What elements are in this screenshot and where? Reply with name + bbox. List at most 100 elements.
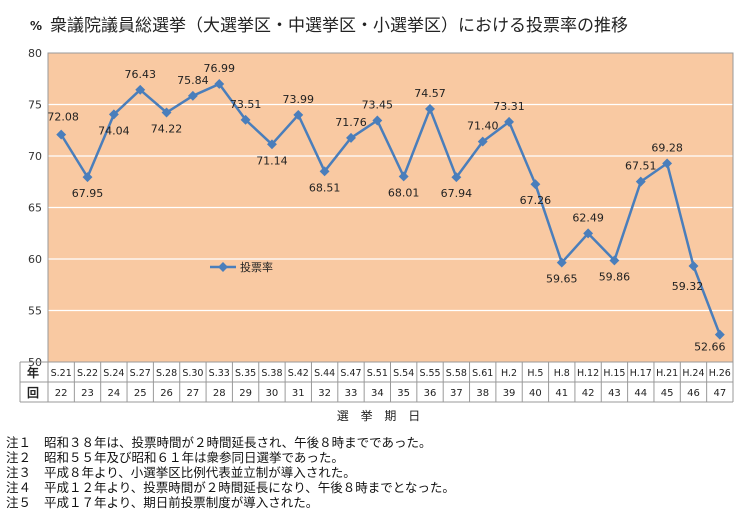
x-tick-label: S.22 <box>77 368 98 379</box>
voter-turnout-chart: % 衆議院議員総選挙（大選挙区・中選挙区・小選挙区）における投票率の推移 505… <box>19 16 734 423</box>
round-row-label: 回 <box>27 386 39 400</box>
data-label: 59.32 <box>672 280 704 293</box>
data-point <box>346 132 356 143</box>
x-tick-label: H.2 <box>501 368 517 379</box>
data-label: 71.76 <box>335 116 367 129</box>
round-label: 42 <box>582 388 595 399</box>
data-point <box>398 171 409 182</box>
x-tick-label: S.47 <box>340 368 361 379</box>
data-label: 71.14 <box>256 154 288 167</box>
round-label: 26 <box>160 388 173 399</box>
y-tick-label: 60 <box>28 253 42 266</box>
data-label: 71.40 <box>467 120 499 133</box>
chart-title: 衆議院議員総選挙（大選挙区・中選挙区・小選挙区）における投票率の推移 <box>50 16 628 36</box>
data-label: 69.28 <box>651 141 683 154</box>
data-point <box>267 139 277 150</box>
y-tick-label: 55 <box>28 305 42 318</box>
round-label: 46 <box>687 388 700 399</box>
y-tick-label: 65 <box>28 202 42 215</box>
round-label: 25 <box>134 388 147 399</box>
data-label: 73.45 <box>362 98 394 111</box>
round-label: 33 <box>345 388 358 399</box>
round-label: 36 <box>424 388 437 399</box>
data-label: 75.84 <box>177 74 209 87</box>
round-label: 30 <box>266 388 279 399</box>
x-tick-label: H.21 <box>656 368 678 379</box>
note-1: 注１ 昭和３８年は、投票時間が２時間延長され、午後８時までであった。 <box>6 435 432 450</box>
x-tick-label: S.54 <box>393 368 414 379</box>
round-label: 35 <box>397 388 410 399</box>
x-tick-label: S.38 <box>261 368 282 379</box>
round-label: 29 <box>239 388 252 399</box>
data-label: 67.94 <box>441 187 473 200</box>
x-tick-label: S.55 <box>419 368 440 379</box>
x-tick-label: H.8 <box>554 368 570 379</box>
data-point <box>556 257 567 268</box>
data-label: 74.57 <box>414 87 446 100</box>
x-tick-label: H.24 <box>682 368 704 379</box>
round-label: 22 <box>55 388 68 399</box>
data-label: 59.86 <box>599 270 631 283</box>
data-point <box>583 228 594 239</box>
y-tick-label: 75 <box>28 99 42 112</box>
x-tick-label: H.17 <box>630 368 652 379</box>
data-label: 68.01 <box>388 186 420 199</box>
round-label: 41 <box>555 388 568 399</box>
data-point <box>108 109 119 120</box>
data-point <box>82 172 93 183</box>
round-label: 32 <box>318 388 331 399</box>
data-label: 68.51 <box>309 181 341 194</box>
x-tick-label: H.12 <box>577 368 599 379</box>
x-tick-label: S.42 <box>288 368 309 379</box>
x-tick-label: S.58 <box>446 368 467 379</box>
data-label: 67.51 <box>625 160 657 173</box>
legend-label: 投票率 <box>240 260 273 274</box>
x-tick-label: S.51 <box>367 368 388 379</box>
note-2: 注２ 昭和５５年及び昭和６１年は衆参同日選挙であった。 <box>6 450 344 465</box>
data-label: 76.99 <box>204 62 236 75</box>
data-point <box>635 176 646 187</box>
legend-marker <box>218 262 228 272</box>
x-tick-label: S.35 <box>235 368 256 379</box>
data-label: 73.51 <box>230 98 262 111</box>
y-tick-label: 70 <box>28 150 42 163</box>
x-tick-label: S.61 <box>472 368 493 379</box>
x-tick-label: S.44 <box>314 368 335 379</box>
y-tick-label: 80 <box>28 47 42 60</box>
series-line-turnout <box>60 82 721 336</box>
round-label: 23 <box>81 388 94 399</box>
x-tick-label: S.24 <box>103 368 124 379</box>
round-label: 44 <box>634 388 647 399</box>
x-tick-label: H.5 <box>527 368 543 379</box>
round-label: 39 <box>503 388 516 399</box>
data-label: 73.99 <box>283 93 315 106</box>
year-row-label: 年 <box>27 365 39 380</box>
x-axis-title: 選 挙 期 日 <box>337 409 424 423</box>
note-5: 注５ 平成１７年より、期日前投票制度が導入された。 <box>6 495 319 510</box>
data-label: 73.31 <box>493 100 525 113</box>
data-label: 52.66 <box>694 341 726 354</box>
data-label: 67.26 <box>520 194 552 207</box>
round-label: 37 <box>450 388 463 399</box>
round-label: 27 <box>187 388 200 399</box>
round-label: 43 <box>608 388 621 399</box>
data-label: 67.95 <box>72 187 104 200</box>
x-tick-label: S.21 <box>51 368 72 379</box>
data-point <box>293 109 304 120</box>
data-label: 76.43 <box>124 68 156 81</box>
footnotes: 注１ 昭和３８年は、投票時間が２時間延長され、午後８時までであった。 注２ 昭和５５… <box>6 435 746 510</box>
data-point <box>240 114 251 125</box>
data-label: 59.65 <box>546 273 578 286</box>
data-label: 62.49 <box>572 211 604 224</box>
data-point <box>372 115 383 126</box>
x-tick-label: H.15 <box>603 368 625 379</box>
data-label: 72.08 <box>47 111 79 124</box>
data-point <box>425 103 435 114</box>
note-3: 注３ 平成８年より、小選挙区比例代表並立制が導入された。 <box>6 465 356 480</box>
round-label: 28 <box>213 388 226 399</box>
y-unit-label: % <box>30 19 42 33</box>
round-label: 45 <box>661 388 674 399</box>
data-label: 74.22 <box>151 123 183 136</box>
round-label: 24 <box>107 388 120 399</box>
